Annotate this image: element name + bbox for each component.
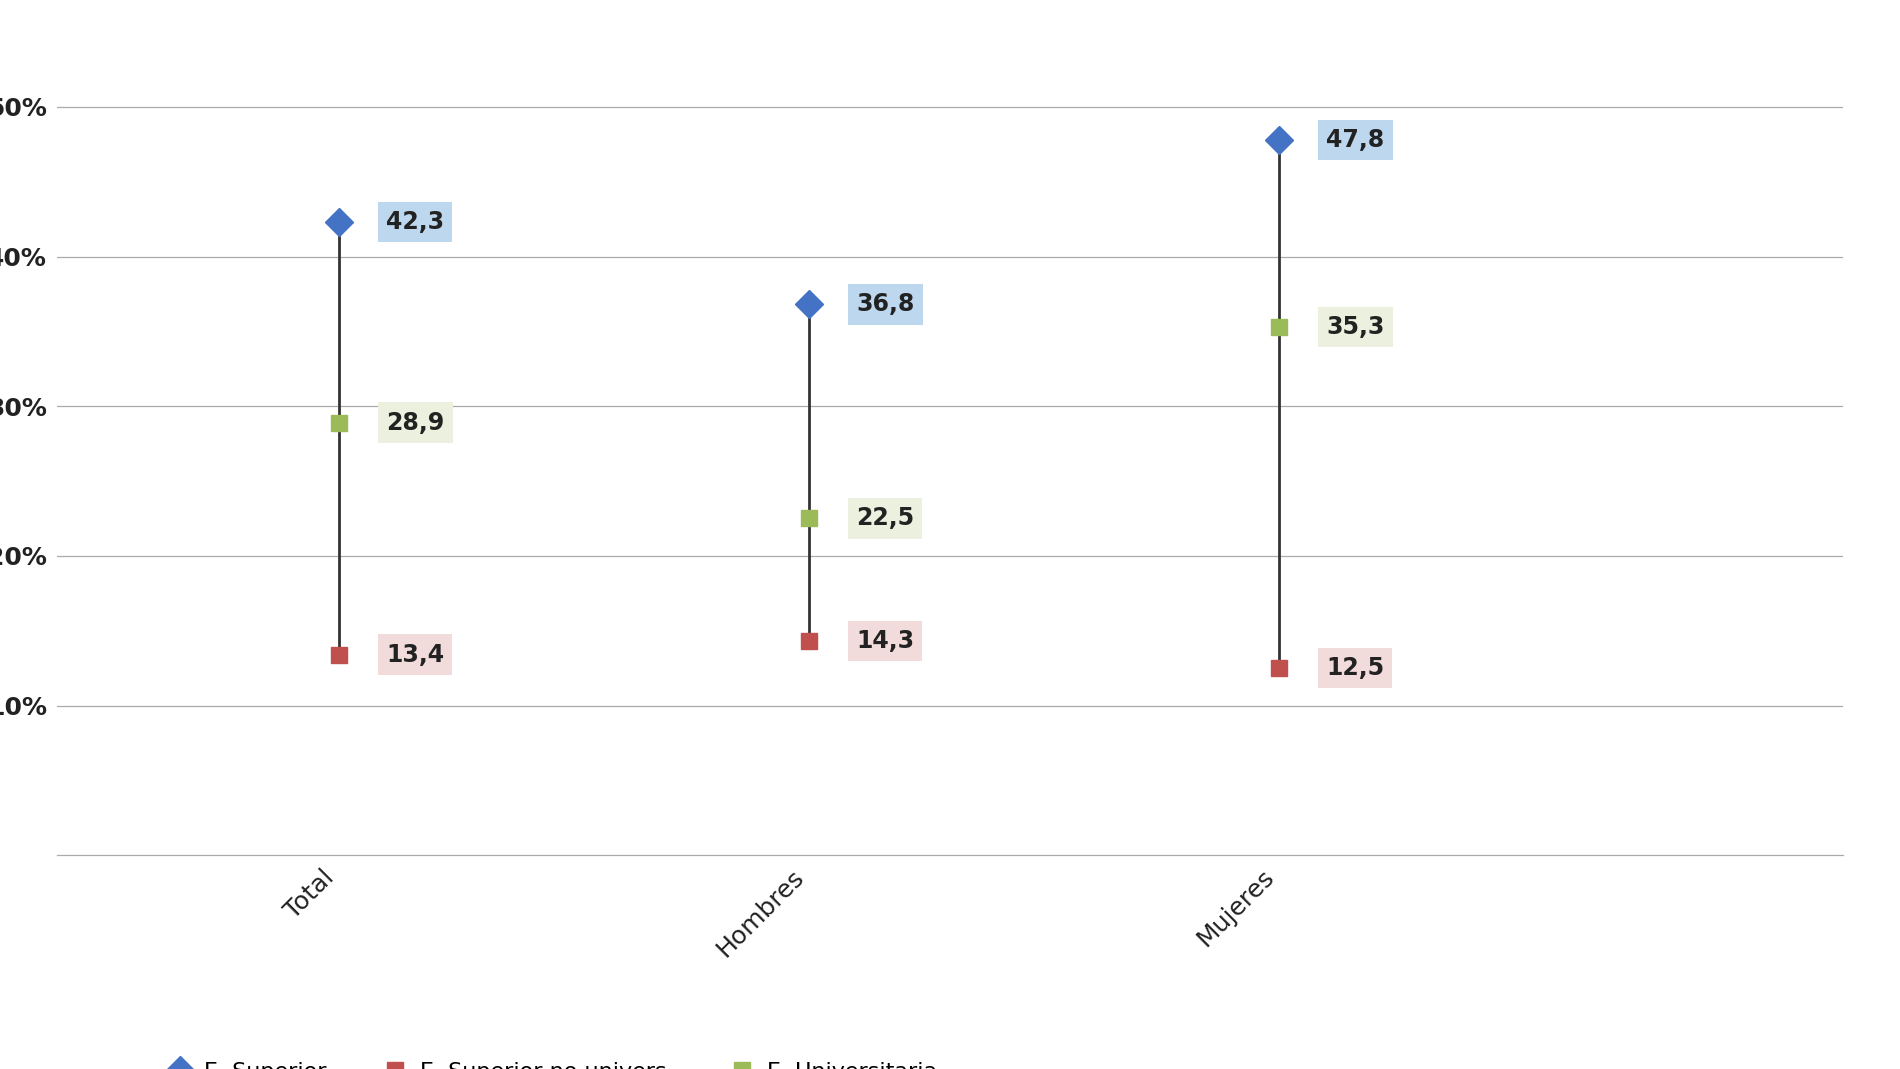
Text: 14,3: 14,3 <box>857 630 914 653</box>
Text: 36,8: 36,8 <box>857 293 914 316</box>
Legend: E. Superior, E. Superior no univers., E. Universitaria: E. Superior, E. Superior no univers., E.… <box>158 1053 946 1069</box>
Text: 42,3: 42,3 <box>386 211 445 234</box>
Text: 35,3: 35,3 <box>1326 315 1385 339</box>
Text: 28,9: 28,9 <box>386 410 445 435</box>
Text: 22,5: 22,5 <box>857 507 914 530</box>
Text: 13,4: 13,4 <box>386 642 445 667</box>
Text: 47,8: 47,8 <box>1326 128 1385 152</box>
Text: 12,5: 12,5 <box>1326 656 1383 680</box>
